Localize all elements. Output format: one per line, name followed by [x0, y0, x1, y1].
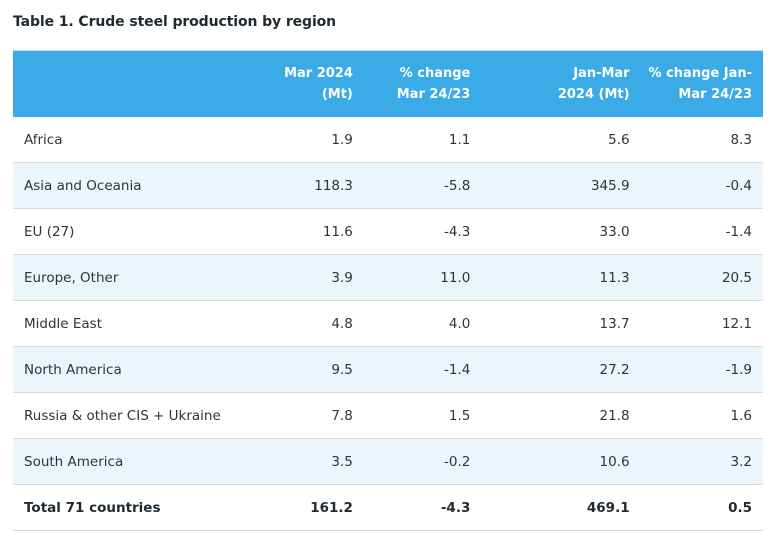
pct-change-jan-mar-cell: 20.5: [629, 254, 763, 301]
pct-change-mar-cell: 4.0: [352, 300, 471, 347]
mar-2024-cell: 3.9: [269, 254, 353, 301]
pct-change-jan-mar-cell: 3.2: [629, 438, 763, 485]
region-cell: North America: [13, 346, 270, 393]
table-row: North America 9.5 -1.4 27.2 -1.9: [13, 346, 763, 393]
jan-mar-2024-cell: 21.8: [470, 392, 630, 439]
mar-2024-cell: 11.6: [269, 208, 353, 255]
region-cell: Middle East: [13, 300, 270, 347]
header-pct-change-jan-mar: % change Jan- Mar 24/23: [630, 51, 763, 118]
mar-2024-cell: 9.5: [269, 346, 353, 393]
pct-change-mar-cell: 1.5: [352, 392, 471, 439]
header-mar-2024: Mar 2024 (Mt): [270, 51, 353, 118]
jan-mar-2024-cell: 469.1: [470, 484, 630, 531]
pct-change-jan-mar-cell: 8.3: [629, 117, 763, 163]
mar-2024-cell: 3.5: [269, 438, 353, 485]
table-row: EU (27) 11.6 -4.3 33.0 -1.4: [13, 208, 763, 255]
header-region: [13, 51, 270, 118]
mar-2024-cell: 1.9: [269, 117, 353, 163]
header-line: 2024 (Mt): [557, 87, 630, 102]
table-row: Europe, Other 3.9 11.0 11.3 20.5: [13, 254, 763, 301]
mar-2024-cell: 4.8: [269, 300, 353, 347]
table-header: Mar 2024 (Mt) % change Mar 24/23 Jan-Mar…: [13, 50, 763, 118]
region-cell: Asia and Oceania: [13, 162, 270, 209]
table-row: South America 3.5 -0.2 10.6 3.2: [13, 438, 763, 485]
region-cell: Russia & other CIS + Ukraine: [13, 392, 270, 439]
header-row: Mar 2024 (Mt) % change Mar 24/23 Jan-Mar…: [13, 50, 763, 118]
mar-2024-cell: 161.2: [269, 484, 353, 531]
jan-mar-2024-cell: 27.2: [470, 346, 630, 393]
jan-mar-2024-cell: 11.3: [470, 254, 630, 301]
jan-mar-2024-cell: 10.6: [470, 438, 630, 485]
pct-change-mar-cell: -5.8: [352, 162, 471, 209]
pct-change-jan-mar-cell: -0.4: [629, 162, 763, 209]
header-line: (Mt): [321, 87, 353, 102]
pct-change-mar-cell: -4.3: [352, 208, 471, 255]
jan-mar-2024-cell: 5.6: [470, 117, 630, 163]
header-jan-mar-2024: Jan-Mar 2024 (Mt): [470, 51, 630, 118]
pct-change-jan-mar-cell: 12.1: [629, 300, 763, 347]
region-cell: Europe, Other: [13, 254, 270, 301]
pct-change-mar-cell: 1.1: [352, 117, 471, 163]
table-row: Africa 1.9 1.1 5.6 8.3: [13, 117, 763, 163]
table-row: Middle East 4.8 4.0 13.7 12.1: [13, 300, 763, 347]
pct-change-mar-cell: -1.4: [352, 346, 471, 393]
header-line: % change: [399, 66, 471, 81]
table-row: Asia and Oceania 118.3 -5.8 345.9 -0.4: [13, 162, 763, 209]
mar-2024-cell: 7.8: [269, 392, 353, 439]
pct-change-jan-mar-cell: -1.9: [629, 346, 763, 393]
header-pct-change-mar: % change Mar 24/23: [353, 51, 471, 118]
table-title: Table 1. Crude steel production by regio…: [13, 14, 337, 30]
jan-mar-2024-cell: 13.7: [470, 300, 630, 347]
header-line: Jan-Mar: [573, 66, 630, 81]
jan-mar-2024-cell: 345.9: [470, 162, 630, 209]
region-cell: South America: [13, 438, 270, 485]
pct-change-jan-mar-cell: -1.4: [629, 208, 763, 255]
table-body: Africa 1.9 1.1 5.6 8.3 Asia and Oceania 118.3-…: [13, 117, 763, 531]
pct-change-mar-cell: -0.2: [352, 438, 471, 485]
header-line: % change Jan-: [648, 66, 752, 81]
pct-change-jan-mar-cell: 1.6: [629, 392, 763, 439]
table-row: Russia & other CIS + Ukraine 7.8 1.5 21.8 1.…: [13, 392, 763, 439]
header-line: Mar 24/23: [396, 87, 471, 102]
pct-change-mar-cell: -4.3: [352, 484, 471, 531]
region-cell: Total 71 countries: [13, 484, 270, 531]
mar-2024-cell: 118.3: [269, 162, 353, 209]
header-line: Mar 24/23: [678, 87, 752, 102]
crude-steel-table: Mar 2024 (Mt) % change Mar 24/23 Jan-Mar…: [13, 50, 763, 531]
pct-change-mar-cell: 11.0: [352, 254, 471, 301]
total-row: Total 71 countries 161.2 -4.3 469.1 0.5: [13, 484, 763, 531]
region-cell: Africa: [13, 117, 270, 163]
pct-change-jan-mar-cell: 0.5: [629, 484, 763, 531]
jan-mar-2024-cell: 33.0: [470, 208, 630, 255]
region-cell: EU (27): [13, 208, 270, 255]
header-line: Mar 2024: [284, 66, 353, 81]
